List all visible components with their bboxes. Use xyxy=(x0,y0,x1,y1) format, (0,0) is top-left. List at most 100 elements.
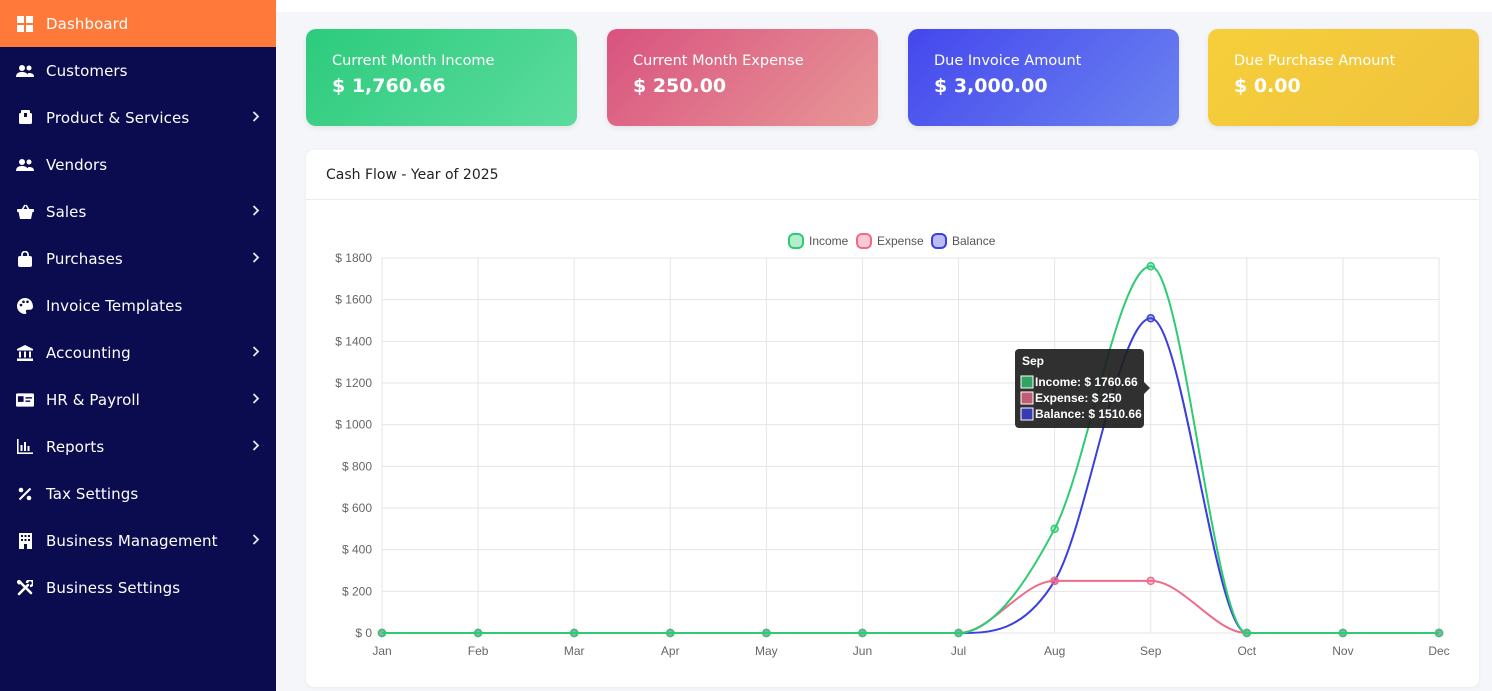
data-point-balance xyxy=(1146,314,1155,323)
x-tick-label: Oct xyxy=(1237,644,1256,658)
chevron-right-icon xyxy=(252,204,260,220)
bag-icon xyxy=(16,250,34,268)
tooltip-caret xyxy=(1144,382,1150,394)
users-icon xyxy=(16,62,34,80)
x-tick-label: Apr xyxy=(661,644,680,658)
expense-card-value: $ 250.00 xyxy=(633,75,727,97)
sidebar-item-accounting[interactable]: Accounting xyxy=(0,329,276,376)
legend-swatch-balance xyxy=(931,233,947,249)
series-line-income xyxy=(381,265,1439,635)
cash-flow-chart[interactable]: $ 0 $ 200 $ 400 $ 600 $ 800 $ 1000 $ 1200 $ 140… xyxy=(306,150,1479,687)
panel-header: Cash Flow - Year of 2025 xyxy=(306,150,1479,200)
chevron-right-icon xyxy=(252,251,260,267)
sidebar-item-product-and-services[interactable]: Product & Services xyxy=(0,94,276,141)
y-tick-label: $ 400 xyxy=(342,543,372,557)
y-tick-label: $ 600 xyxy=(342,501,372,515)
dashboard-icon xyxy=(16,15,34,33)
x-tick-label: Dec xyxy=(1428,644,1449,658)
chevron-right-icon xyxy=(252,533,260,549)
x-tick-label: Nov xyxy=(1332,644,1353,658)
data-point-income xyxy=(762,628,771,638)
data-point-income xyxy=(1434,628,1444,638)
data-point-income xyxy=(858,628,867,638)
sidebar-item-label: Product & Services xyxy=(46,108,190,127)
chevron-right-icon xyxy=(252,110,260,126)
sidebar-item-label: Customers xyxy=(46,61,128,80)
sidebar-item-purchases[interactable]: Purchases xyxy=(0,235,276,282)
data-point-income xyxy=(1146,261,1155,271)
x-tick-label: Jan xyxy=(372,644,391,658)
chevron-right-icon xyxy=(252,392,260,408)
sidebar-item-invoice-templates[interactable]: Invoice Templates xyxy=(0,282,276,329)
sidebar-item-label: Tax Settings xyxy=(46,484,139,503)
income-card-title: Current Month Income xyxy=(332,53,495,69)
sidebar-item-dashboard[interactable]: Dashboard xyxy=(0,0,276,47)
due-purchase-card-title: Due Purchase Amount xyxy=(1234,53,1396,69)
users-icon xyxy=(16,156,34,174)
data-point-income xyxy=(569,628,579,638)
cash-flow-panel: Cash Flow - Year of 2025 $ 0 $ 200 $ 400 $ … xyxy=(306,150,1479,687)
tooltip-swatch-expense xyxy=(1020,391,1034,405)
x-tick-label: Feb xyxy=(468,644,489,658)
sidebar-item-label: Reports xyxy=(46,437,105,456)
sidebar-item-label: Accounting xyxy=(46,343,131,362)
x-tick-label: Jul xyxy=(951,644,966,658)
sidebar-item-business-settings[interactable]: Business Settings xyxy=(0,564,276,611)
y-tick-label: $ 1800 xyxy=(335,251,372,265)
series-line-expense xyxy=(381,579,1439,635)
tooltip-swatch-balance xyxy=(1020,407,1034,421)
due-invoice-card-value: $ 3,000.00 xyxy=(934,75,1048,97)
tooltip-box xyxy=(1015,349,1144,428)
tooltip-swatch-income xyxy=(1020,375,1034,389)
sidebar-item-label: HR & Payroll xyxy=(46,390,140,409)
x-tick-label: Sep xyxy=(1140,644,1162,658)
legend-label-balance: Balance xyxy=(952,234,996,248)
y-tick-label: $ 1400 xyxy=(335,334,372,348)
x-tick-label: Jun xyxy=(853,644,872,658)
data-point-income xyxy=(473,628,483,638)
bank-icon xyxy=(16,344,34,362)
expense-card: Current Month Expense $ 250.00 xyxy=(607,29,878,126)
due-purchase-card: Due Purchase Amount $ 0.00 xyxy=(1208,29,1479,126)
y-tick-label: $ 200 xyxy=(342,584,372,598)
id-card-icon xyxy=(16,391,34,409)
sidebar: Dashboard Customers Product & Services Vend… xyxy=(0,0,276,691)
legend-label-income: Income xyxy=(809,234,849,248)
legend-swatch-income xyxy=(788,233,804,249)
tooltip-line-balance: Balance: $ 1510.66 xyxy=(1035,407,1142,421)
x-tick-label: Mar xyxy=(564,644,585,658)
legend-label-expense: Expense xyxy=(877,234,924,248)
sidebar-item-label: Purchases xyxy=(46,249,123,268)
palette-icon xyxy=(16,297,34,315)
data-point-income xyxy=(1338,628,1348,638)
building-icon xyxy=(16,532,34,550)
sidebar-item-tax-settings[interactable]: Tax Settings xyxy=(0,470,276,517)
data-point-income xyxy=(954,628,963,638)
box-icon xyxy=(16,109,34,127)
sidebar-item-hr-and-payroll[interactable]: HR & Payroll xyxy=(0,376,276,423)
y-tick-label: $ 1200 xyxy=(335,376,372,390)
main-content: Current Month Income $ 1,760.66 Current … xyxy=(276,0,1492,691)
sidebar-item-customers[interactable]: Customers xyxy=(0,47,276,94)
panel-title: Cash Flow - Year of 2025 xyxy=(326,166,499,183)
sidebar-item-sales[interactable]: Sales xyxy=(0,188,276,235)
sidebar-item-business-management[interactable]: Business Management xyxy=(0,517,276,564)
y-tick-label: $ 1600 xyxy=(335,293,372,307)
data-point-expense xyxy=(1146,576,1155,586)
sidebar-item-reports[interactable]: Reports xyxy=(0,423,276,470)
due-invoice-card: Due Invoice Amount $ 3,000.00 xyxy=(908,29,1179,126)
chevron-right-icon xyxy=(252,345,260,361)
sidebar-item-vendors[interactable]: Vendors xyxy=(0,141,276,188)
basket-icon xyxy=(16,203,34,221)
due-purchase-card-value: $ 0.00 xyxy=(1234,75,1301,97)
x-tick-label: Aug xyxy=(1044,644,1065,658)
sidebar-item-label: Dashboard xyxy=(46,14,129,33)
tooltip-line-income: Income: $ 1760.66 xyxy=(1035,375,1138,389)
tooltip-line-expense: Expense: $ 250 xyxy=(1035,391,1122,405)
data-point-expense xyxy=(1050,576,1059,586)
top-bar xyxy=(276,0,1492,12)
tools-icon xyxy=(16,579,34,597)
income-card: Current Month Income $ 1,760.66 xyxy=(306,29,577,126)
sidebar-item-label: Invoice Templates xyxy=(46,296,183,315)
sidebar-item-label: Vendors xyxy=(46,155,108,174)
